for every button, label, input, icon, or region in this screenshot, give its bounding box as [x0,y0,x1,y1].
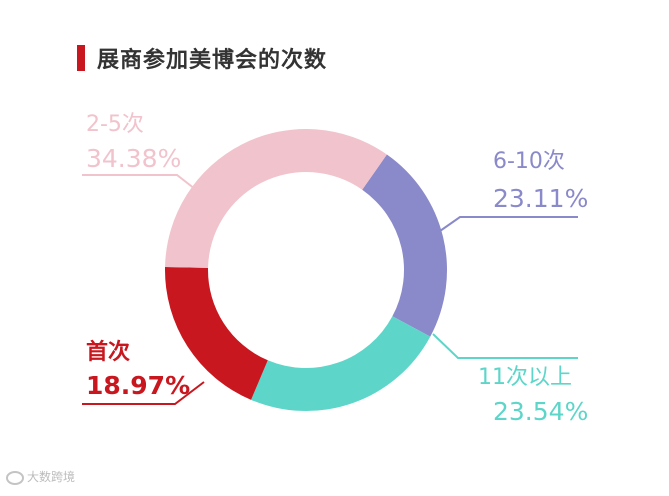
leader-line [439,216,578,232]
donut-slice [165,129,387,268]
slice-label-name: 6-10次 [493,149,565,174]
slice-label-percent: 23.11% [493,184,589,213]
slice-label-name: 2-5次 [86,112,144,137]
slice-label-percent: 23.54% [493,397,589,426]
slice-label-name: 11次以上 [478,365,572,390]
donut-slice [251,316,431,411]
title-accent-bar [77,45,85,71]
leader-line [82,381,205,405]
watermark-logo-icon [6,470,24,485]
chart-title: 展商参加美博会的次数 [97,48,328,73]
slice-label-percent: 18.97% [86,371,191,400]
slice-label-percent: 34.38% [86,144,182,173]
watermark-text: 大数跨境 [27,470,76,484]
donut-slice [165,266,268,400]
watermark: 大数跨境 [6,468,75,485]
donut-slice [362,154,447,337]
leader-line [82,174,205,197]
slice-label-name: 首次 [86,340,131,365]
leader-line [432,333,578,359]
